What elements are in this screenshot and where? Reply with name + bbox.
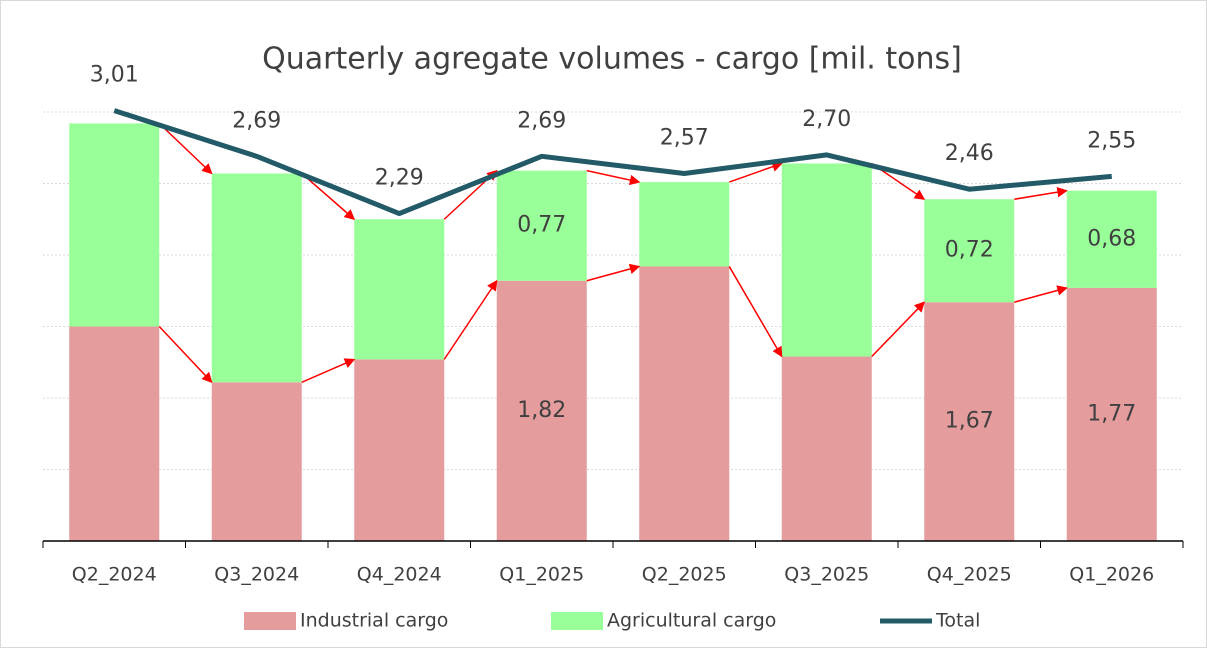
bar-segment	[354, 359, 445, 541]
bar-segment	[69, 326, 160, 541]
bar-segment	[69, 123, 160, 327]
bar-segment	[496, 280, 587, 541]
data-label: 2,46	[945, 141, 994, 166]
legend-label: Industrial cargo	[300, 610, 448, 632]
data-label: 2,69	[232, 108, 281, 133]
data-label: 3,01	[90, 63, 139, 88]
bar-segment	[354, 219, 445, 360]
x-tick-label: Q1_2025	[499, 564, 584, 586]
legend-swatch	[551, 612, 603, 630]
arrow	[586, 263, 641, 282]
x-tick-label: Q4_2024	[357, 564, 442, 586]
bar-segment	[211, 173, 302, 383]
bar-segment	[639, 266, 730, 541]
bar-segment	[1066, 190, 1157, 288]
x-tick-label: Q4_2025	[927, 564, 1012, 586]
arrow	[1014, 186, 1068, 200]
data-label: 2,29	[375, 166, 424, 191]
arrow	[158, 122, 213, 175]
data-label: 2,57	[660, 125, 709, 150]
legend-label: Agricultural cargo	[607, 610, 776, 632]
bar-segment	[924, 199, 1015, 303]
data-label: 2,70	[802, 107, 851, 132]
arrow	[871, 301, 925, 358]
legend-label: Total	[935, 610, 980, 632]
arrow	[728, 266, 783, 358]
legend-swatch	[244, 612, 296, 630]
arrow	[158, 325, 213, 384]
data-label: 2,55	[1087, 128, 1136, 153]
total-line	[113, 108, 1112, 217]
bar-segment	[781, 163, 872, 357]
arrow	[443, 279, 498, 360]
x-tick-label: Q3_2024	[214, 564, 299, 586]
bar-segment	[781, 356, 872, 541]
x-tick-label: Q2_2025	[642, 564, 727, 586]
x-tick-label: Q1_2026	[1069, 564, 1154, 586]
data-label: 2,69	[517, 108, 566, 133]
chart-title: Quarterly agregate volumes - cargo [mil.…	[262, 42, 962, 77]
data-label: 0,77	[517, 213, 566, 238]
x-tick-label: Q2_2024	[72, 564, 157, 586]
arrow	[586, 169, 641, 186]
bar-segment	[924, 302, 1015, 541]
data-label: 1,82	[517, 398, 566, 423]
data-label: 1,67	[945, 409, 994, 434]
bar-segment	[211, 382, 302, 541]
bar-segment	[639, 182, 730, 267]
arrow	[301, 172, 356, 220]
arrow	[1014, 285, 1068, 303]
x-tick-label: Q3_2025	[784, 564, 869, 586]
data-label: 1,77	[1087, 401, 1136, 426]
data-label: 0,68	[1087, 226, 1136, 251]
arrow	[728, 161, 783, 183]
bar-segment	[1066, 287, 1157, 541]
bar-segment	[496, 170, 587, 281]
data-label: 0,72	[945, 238, 994, 263]
arrow	[301, 358, 356, 383]
